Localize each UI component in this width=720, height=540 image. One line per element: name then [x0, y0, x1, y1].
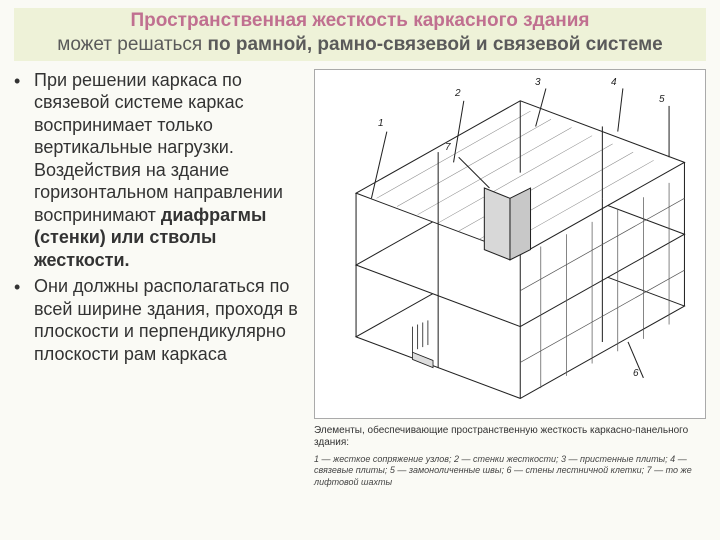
- bullet-text: Они должны располагаться по всей ширине …: [34, 275, 304, 365]
- bullet-pre: При решении каркаса по связевой системе …: [34, 70, 283, 225]
- callout-7: 7: [445, 142, 451, 153]
- title-main: Пространственная жесткость каркасного зд…: [24, 10, 696, 33]
- title-sub-bold: по рамной, рамно-связевой и связевой сис…: [208, 34, 663, 55]
- bullet-pre: Они должны располагаться по всей ширине …: [34, 276, 298, 364]
- text-column: • При решении каркаса по связевой систем…: [14, 69, 304, 489]
- bullet-list: • При решении каркаса по связевой систем…: [14, 69, 304, 366]
- bullet-text: При решении каркаса по связевой системе …: [34, 69, 304, 272]
- callout-4: 4: [611, 77, 617, 88]
- callout-1: 1: [378, 118, 384, 129]
- callout-3: 3: [535, 77, 541, 88]
- callout-5: 5: [659, 94, 665, 105]
- title-sub-prefix: может решаться: [57, 34, 207, 55]
- list-item: • Они должны располагаться по всей ширин…: [14, 275, 304, 365]
- building-figure: 1 2 3 4 5 6 7: [314, 69, 706, 419]
- title-block: Пространственная жесткость каркасного зд…: [14, 8, 706, 61]
- figure-legend-text: 1 — жесткое сопряжение узлов; 2 — стенки…: [314, 454, 692, 487]
- figure-column: 1 2 3 4 5 6 7 Элементы, обеспечивающие п…: [314, 69, 706, 489]
- callout-6: 6: [633, 368, 639, 379]
- building-isometric-svg: [315, 70, 705, 419]
- list-item: • При решении каркаса по связевой систем…: [14, 69, 304, 272]
- callout-2: 2: [455, 88, 461, 99]
- figure-caption: Элементы, обеспечивающие пространственну…: [314, 425, 706, 450]
- content-row: • При решении каркаса по связевой систем…: [14, 69, 706, 489]
- figure-legend: 1 — жесткое сопряжение узлов; 2 — стенки…: [314, 454, 706, 489]
- bullet-icon: •: [14, 69, 34, 272]
- title-subtitle: может решаться по рамной, рамно-связевой…: [24, 33, 696, 57]
- bullet-icon: •: [14, 275, 34, 365]
